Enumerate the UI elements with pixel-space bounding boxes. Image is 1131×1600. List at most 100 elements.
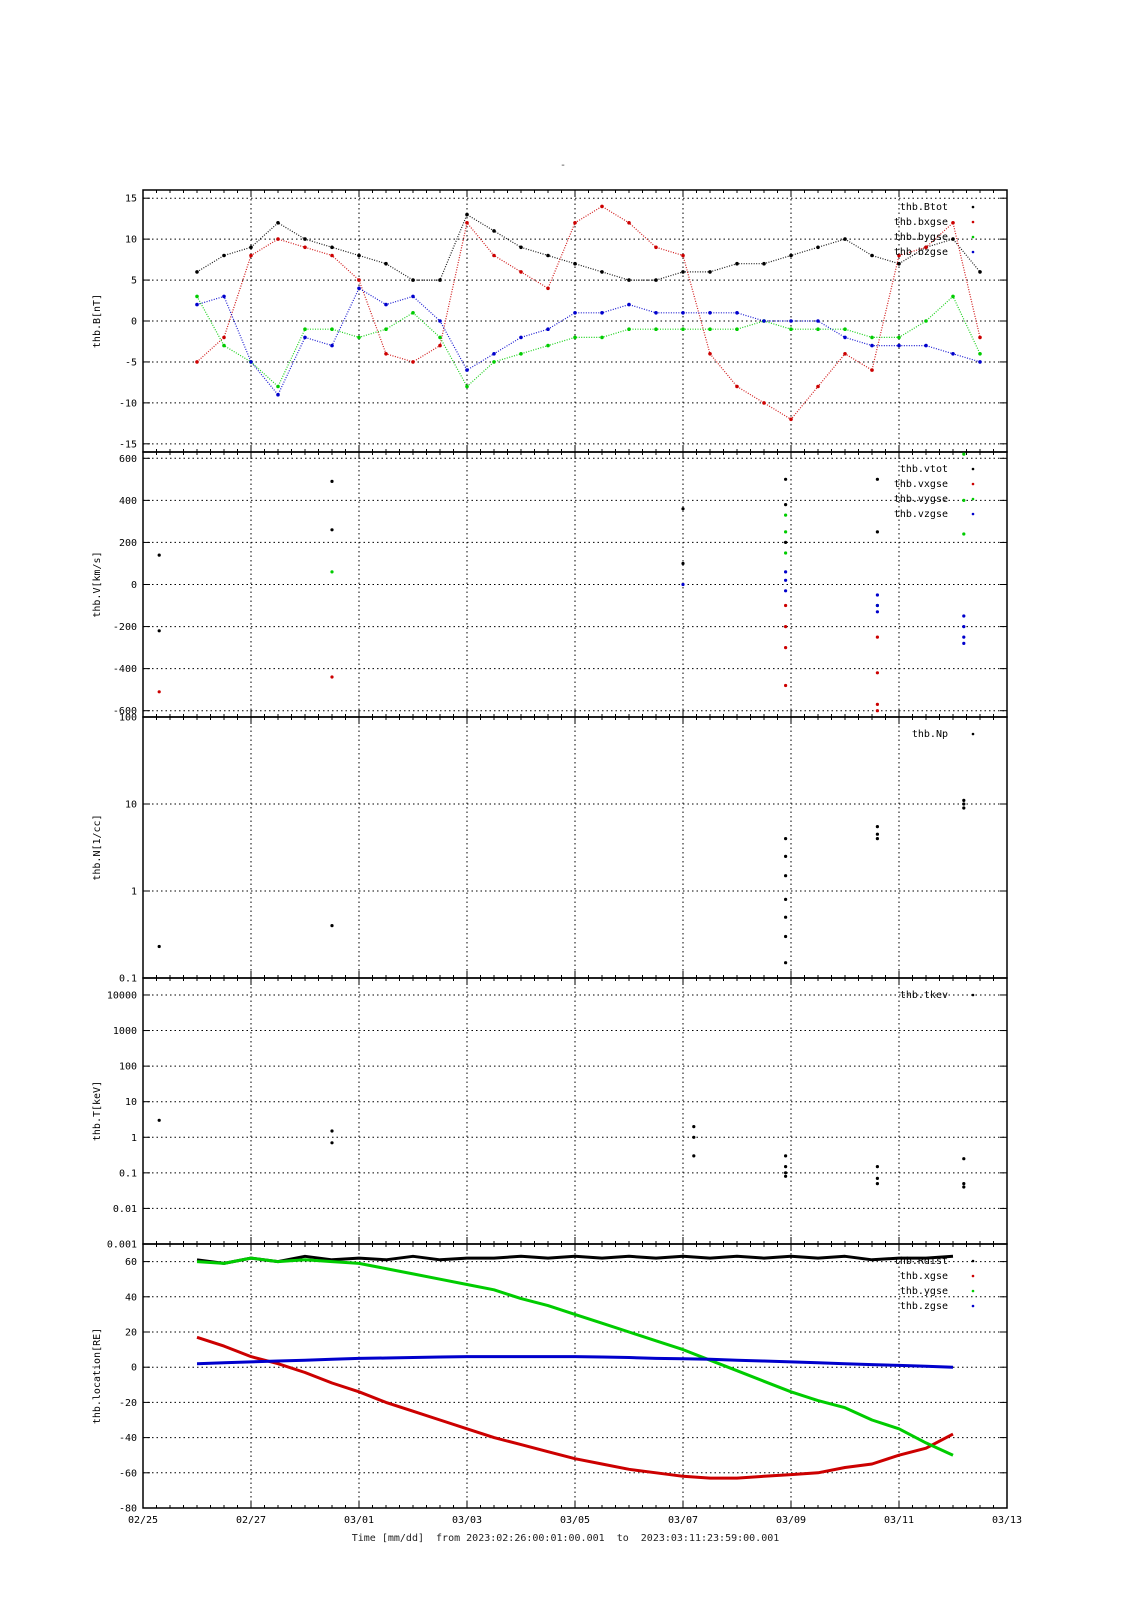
data-point (492, 253, 496, 258)
series-trace-thb-bygse (196, 295, 981, 388)
y-tick-label: 10 (125, 235, 137, 246)
data-point (816, 319, 820, 323)
data-point (492, 352, 496, 356)
data-point (519, 245, 523, 250)
data-point (681, 253, 685, 258)
data-point (962, 614, 966, 618)
data-point (546, 327, 550, 332)
y-tick-label: -15 (119, 439, 137, 450)
data-point (303, 335, 307, 340)
data-point (924, 343, 928, 348)
data-point (276, 237, 280, 241)
y-tick-label: 15 (125, 194, 137, 205)
data-point (411, 360, 415, 364)
data-point (681, 561, 685, 566)
data-point (519, 352, 523, 356)
data-point (195, 360, 199, 364)
data-point (897, 261, 901, 266)
data-point (303, 245, 307, 250)
data-point (784, 874, 788, 878)
y-tick-label: 600 (119, 454, 137, 465)
data-point (195, 270, 199, 274)
y-axis-label: thb.V[km/s] (92, 551, 103, 617)
data-point (692, 1154, 696, 1158)
data-point (784, 589, 788, 593)
x-tick-label: 03/07 (668, 1515, 698, 1526)
legend-marker (971, 1259, 975, 1263)
legend-entry: thb.Rdist (894, 1256, 948, 1267)
data-point (789, 319, 793, 323)
data-point (627, 278, 631, 282)
data-point (276, 392, 280, 397)
legend-marker (971, 1304, 975, 1308)
data-point (784, 530, 788, 534)
data-point (600, 335, 604, 340)
data-point (951, 237, 955, 241)
data-point (962, 1157, 966, 1161)
data-point (330, 924, 334, 928)
legend-entry: thb.ygse (900, 1286, 948, 1297)
data-point (843, 327, 847, 332)
y-axis-label: thb.B[nT] (92, 294, 103, 348)
data-point (962, 802, 966, 806)
legend-entry: thb.Np (912, 729, 948, 740)
data-point (600, 311, 604, 315)
data-point (875, 635, 880, 639)
y-tick-label: 0.01 (113, 1204, 137, 1215)
data-point (735, 327, 739, 332)
data-point (962, 1182, 966, 1186)
x-tick-label: 03/09 (776, 1515, 806, 1526)
y-tick-label: 400 (119, 496, 137, 507)
y-tick-label: -40 (119, 1433, 137, 1444)
data-point (875, 837, 880, 841)
data-point (157, 1118, 161, 1122)
y-axis-label: thb.N[1/cc] (92, 814, 103, 880)
data-point (222, 253, 226, 258)
time-axis-label: Time [mm/dd] (351, 1533, 424, 1544)
data-point (784, 578, 788, 582)
data-point (546, 343, 550, 348)
data-point (875, 709, 880, 713)
y-tick-label: -20 (119, 1398, 137, 1409)
y-tick-label: -5 (125, 357, 137, 368)
data-point (962, 625, 966, 629)
data-point (762, 401, 766, 405)
data-point (784, 625, 788, 629)
data-point (784, 961, 788, 965)
legend-marker (971, 220, 975, 224)
x-tick-label: 02/25 (128, 1515, 158, 1526)
data-point (438, 319, 442, 323)
data-point (573, 311, 577, 315)
series-trace-thb-bxgse (196, 205, 981, 421)
data-point (708, 352, 712, 356)
data-point (962, 498, 966, 502)
data-point (784, 551, 788, 555)
data-point (681, 311, 685, 315)
data-point (784, 1165, 788, 1169)
data-point (784, 646, 788, 650)
data-point (438, 335, 442, 340)
data-point (962, 798, 966, 803)
data-point (735, 311, 739, 315)
y-tick-label: 0.1 (119, 1168, 137, 1179)
legend-marker (971, 205, 975, 209)
data-point (465, 368, 469, 372)
y-tick-label: 20 (125, 1328, 137, 1339)
data-point (962, 452, 966, 456)
data-point (875, 593, 880, 597)
series-trace-thb-bzgse (196, 287, 981, 396)
data-point (330, 570, 334, 574)
data-point (157, 944, 161, 949)
data-point (411, 294, 415, 299)
data-point (784, 1171, 788, 1175)
y-tick-label: 0.001 (107, 1240, 137, 1251)
data-point (784, 1174, 788, 1178)
y-tick-label: 100 (119, 1062, 137, 1073)
data-point (708, 311, 712, 315)
data-point (962, 1185, 966, 1189)
data-point (816, 245, 820, 250)
data-point (875, 832, 880, 836)
data-point (784, 503, 788, 507)
data-point (784, 1154, 788, 1158)
data-point (276, 384, 280, 389)
